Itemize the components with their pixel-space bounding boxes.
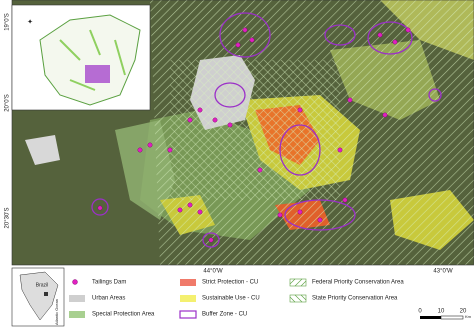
lat-label: 20°30'S [5,208,11,229]
locator-map: Brazil Atlantic Ocean [11,267,65,327]
map-frame [11,0,474,266]
ocean-label: Atlantic Ocean [54,299,59,325]
legend-label: State Priority Conservation Area [312,296,398,302]
legend-label: Tailings Dam [92,280,126,286]
scale-tick: 20 [460,309,467,315]
lat-label: 19°0'S [5,13,11,31]
scale-unit: Km [465,314,472,319]
inset-map: ✦ [11,4,151,111]
legend-label: Federal Priority Conservation Area [312,280,404,286]
lon-label: 44°0'W [203,269,223,275]
lon-label: 43°0'W [433,269,453,275]
svg-text:✦: ✦ [27,18,33,26]
legend: Tailings Dam Urban Areas Special Protect… [69,278,404,319]
legend-label: Buffer Zone - CU [202,312,247,318]
legend-label: Sustainable Use - CU [202,296,260,302]
scale-tick: 10 [438,309,445,315]
scale-bar: 0 10 20 Km [418,309,472,320]
legend-label: Special Protection Area [92,312,155,318]
scale-tick: 0 [418,309,422,315]
locator-label: Brazil [36,282,49,288]
legend-label: Urban Areas [92,296,125,302]
lat-label: 20°0'S [5,94,11,112]
legend-label: Strict Protection - CU [202,280,258,286]
map-area [12,0,474,265]
